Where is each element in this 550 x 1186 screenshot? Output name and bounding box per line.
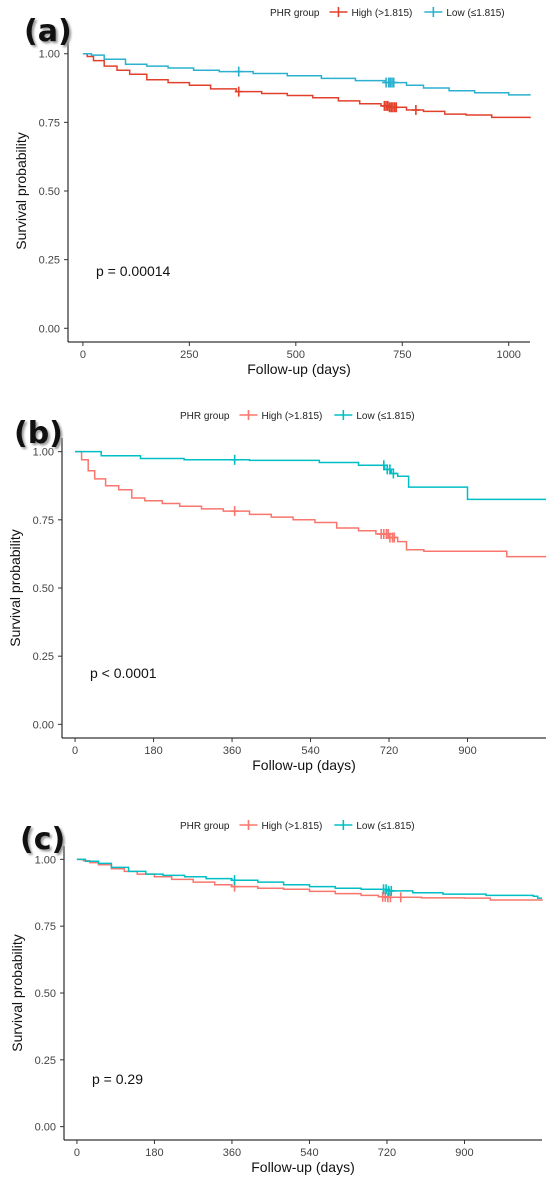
x-tick-label-b-3: 540	[301, 745, 319, 757]
km-chart-c: PHR group High (>1.815) Low (≤1.815) 0.00 0.…	[9, 820, 543, 1175]
y-tick-label-b-2: 0.50	[33, 583, 54, 595]
legend-label-a-1: Low (≤1.815)	[446, 8, 504, 19]
series-a-1	[82, 52, 531, 96]
x-tick-label-b-0: 0	[72, 745, 78, 757]
censor-mark-b-0-0	[230, 506, 239, 517]
series-b-0	[75, 450, 546, 558]
survival-curve-b-1	[75, 450, 546, 501]
legend-label-b-1: Low (≤1.815)	[356, 411, 414, 422]
y-tick-label-a-0: 0.00	[39, 323, 60, 335]
x-tick-label-c-5: 900	[455, 1147, 473, 1159]
censor-mark-b-0-7	[390, 532, 399, 543]
legend-label-a-0: High (>1.815)	[351, 8, 412, 19]
x-tick-label-c-0: 0	[74, 1147, 80, 1159]
x-tick-label-a-2: 500	[287, 349, 305, 361]
y-tick-label-c-3: 0.75	[35, 921, 56, 933]
y-tick-label-b-4: 1.00	[33, 447, 54, 459]
y-axis-title-c: Survival probability	[9, 934, 25, 1052]
km-panel-a: (a) PHR group High (>1.815) Low (≤1.815) 0.…	[0, 0, 550, 390]
legend-label-b-0: High (>1.815)	[261, 411, 322, 422]
legend-b: PHR group High (>1.815) Low (≤1.815)	[180, 410, 415, 422]
x-tick-label-a-3: 750	[393, 349, 411, 361]
x-tick-label-b-2: 360	[223, 745, 241, 757]
censor-mark-b-1-0	[230, 454, 239, 465]
series-a-0	[82, 52, 531, 119]
x-tick-label-b-5: 900	[458, 745, 476, 757]
series-b-1	[75, 450, 546, 501]
y-tick-label-a-1: 0.25	[39, 255, 60, 267]
km-chart-a: PHR group High (>1.815) Low (≤1.815) 0.00 0.…	[13, 7, 531, 377]
censor-mark-a-0-8	[392, 102, 401, 113]
x-tick-label-c-2: 360	[223, 1147, 241, 1159]
survival-curve-a-1	[82, 52, 531, 96]
y-tick-label-c-0: 0.00	[35, 1122, 56, 1134]
km-panel-c: (c) PHR group High (>1.815) Low (≤1.815) 0.…	[0, 808, 550, 1181]
legend-item-b-1: Low (≤1.815)	[334, 410, 415, 422]
p-value-annotation-b: p < 0.0001	[90, 665, 157, 681]
censor-mark-c-1-0	[230, 875, 239, 886]
panel-label-a: (a)	[24, 14, 72, 49]
censor-mark-b-1-4	[389, 468, 398, 479]
survival-curve-b-0	[75, 450, 546, 558]
y-tick-label-b-1: 0.25	[33, 651, 54, 663]
legend-a: PHR group High (>1.815) Low (≤1.815)	[270, 7, 505, 19]
y-tick-label-a-4: 1.00	[39, 49, 60, 61]
series-c-0	[76, 858, 543, 903]
censor-mark-a-1-0	[234, 66, 243, 77]
censor-mark-c-1-4	[387, 885, 396, 896]
legend-item-c-0: High (>1.815)	[239, 820, 322, 832]
legend-item-a-1: Low (≤1.815)	[424, 7, 505, 19]
y-tick-label-a-2: 0.50	[39, 186, 60, 198]
y-tick-label-a-3: 0.75	[39, 117, 60, 129]
x-axis-title-c: Follow-up (days)	[251, 1159, 354, 1175]
y-tick-label-b-3: 0.75	[33, 515, 54, 527]
censor-mark-c-0-5	[396, 892, 405, 903]
legend-title-b: PHR group	[180, 411, 230, 422]
y-tick-label-b-0: 0.00	[33, 719, 54, 731]
legend-c: PHR group High (>1.815) Low (≤1.815)	[180, 820, 415, 832]
survival-curve-c-1	[76, 858, 542, 899]
censor-mark-a-0-9	[411, 105, 420, 116]
y-tick-label-c-2: 0.50	[35, 988, 56, 1000]
legend-item-b-0: High (>1.815)	[239, 410, 322, 422]
legend-title-a: PHR group	[270, 8, 320, 19]
legend-title-c: PHR group	[180, 821, 230, 832]
x-tick-label-a-4: 1000	[496, 349, 520, 361]
legend-item-a-0: High (>1.815)	[329, 7, 412, 19]
panel-label-c: (c)	[20, 822, 66, 857]
x-tick-label-c-4: 720	[378, 1147, 396, 1159]
panel-label-b: (b)	[14, 416, 63, 451]
censor-mark-a-0-0	[234, 86, 243, 97]
legend-label-c-0: High (>1.815)	[261, 821, 322, 832]
censor-mark-c-0-4	[386, 892, 395, 903]
p-value-annotation-a: p = 0.00014	[96, 263, 171, 279]
x-tick-label-a-1: 250	[180, 349, 198, 361]
x-tick-label-a-0: 0	[80, 349, 86, 361]
x-tick-label-c-1: 180	[145, 1147, 163, 1159]
y-axis-title-a: Survival probability	[13, 132, 29, 250]
km-panel-b: (b) PHR group High (>1.815) Low (≤1.815) 0.…	[0, 398, 550, 790]
km-chart-b: PHR group High (>1.815) Low (≤1.815) 0.00 0.…	[7, 410, 546, 773]
legend-label-c-1: Low (≤1.815)	[356, 821, 414, 832]
x-tick-label-b-1: 180	[144, 745, 162, 757]
p-value-annotation-c: p = 0.29	[92, 1071, 143, 1087]
censor-mark-a-1-5	[389, 77, 398, 88]
y-tick-label-c-4: 1.00	[35, 854, 56, 866]
x-axis-title-a: Follow-up (days)	[247, 361, 350, 377]
y-tick-label-c-1: 0.25	[35, 1055, 56, 1067]
series-c-1	[76, 858, 542, 899]
x-axis-title-b: Follow-up (days)	[252, 757, 355, 773]
y-axis-title-b: Survival probability	[7, 529, 23, 647]
x-tick-label-c-3: 540	[300, 1147, 318, 1159]
survival-curve-a-0	[82, 52, 531, 119]
x-tick-label-b-4: 720	[380, 745, 398, 757]
legend-item-c-1: Low (≤1.815)	[334, 820, 415, 832]
